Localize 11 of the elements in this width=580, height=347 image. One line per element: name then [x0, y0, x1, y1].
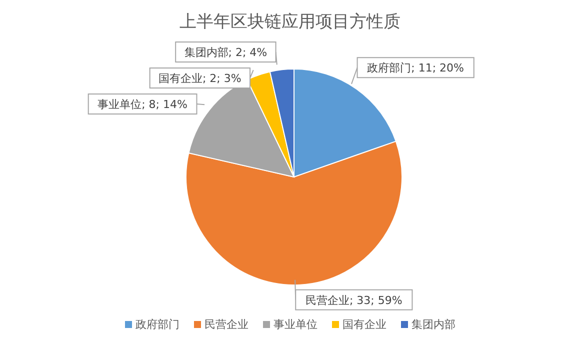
data-label: 集团内部; 2; 4% [184, 46, 268, 59]
legend-label: 集团内部 [412, 317, 456, 332]
data-label: 民营企业; 33; 59% [305, 294, 402, 307]
legend-label: 民营企业 [204, 317, 248, 332]
chart-title: 上半年区块链应用项目方性质 [178, 11, 402, 33]
data-label: 政府部门; 11; 20% [367, 62, 464, 75]
legend-label: 政府部门 [136, 317, 180, 332]
legend-label: 国有企业 [342, 317, 386, 332]
legend-label: 事业单位 [274, 317, 318, 332]
data-label: 国有企业; 2; 3% [158, 72, 242, 85]
data-label: 事业单位; 8; 14% [98, 98, 188, 111]
